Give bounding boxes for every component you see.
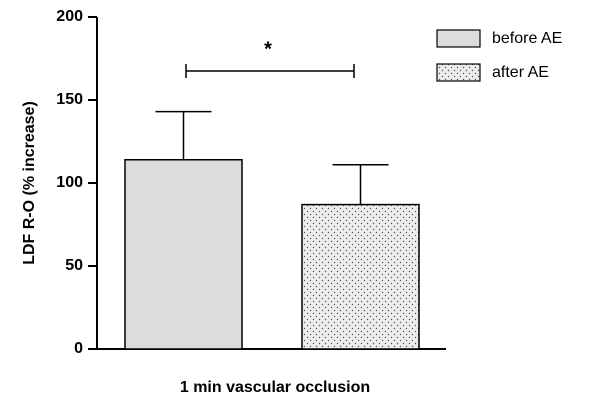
- significance-marker: *: [264, 38, 272, 60]
- x-axis-label: 1 min vascular occlusion: [180, 379, 370, 396]
- significance-bracket: [185, 64, 355, 78]
- y-axis-label: LDF R-O (% increase): [21, 101, 38, 265]
- legend-label: after AE: [492, 64, 549, 81]
- y-tick-label: 50: [65, 257, 83, 274]
- legend-swatch: [436, 63, 481, 82]
- legend-label: before AE: [492, 30, 562, 47]
- bar: [301, 203, 420, 350]
- legend-swatch: [436, 29, 481, 48]
- y-tick-label: 100: [56, 174, 83, 191]
- y-tick-label: 150: [56, 91, 83, 108]
- y-tick-label: 200: [56, 8, 83, 25]
- bar: [124, 159, 243, 350]
- y-tick-label: 0: [74, 340, 83, 357]
